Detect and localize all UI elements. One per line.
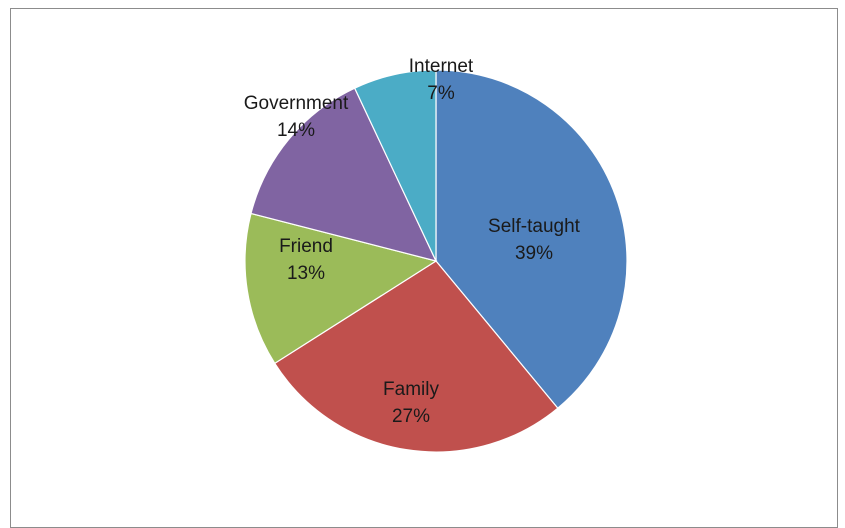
slice-label: Government [244,93,349,114]
slice-percent-label: 13% [287,263,325,284]
slice-percent-label: 7% [427,83,455,104]
pie-chart: Self-taught 39% Family 27% Friend 13% Governme… [0,0,845,508]
slice-percent-label: 27% [392,406,430,427]
slice-percent-label: 14% [277,120,315,141]
slice-label: Internet [409,56,474,77]
slice-label: Self-taught [488,216,581,237]
slice-percent-label: 39% [515,243,553,264]
slice-label: Friend [279,236,333,257]
slice-label: Family [383,379,439,400]
